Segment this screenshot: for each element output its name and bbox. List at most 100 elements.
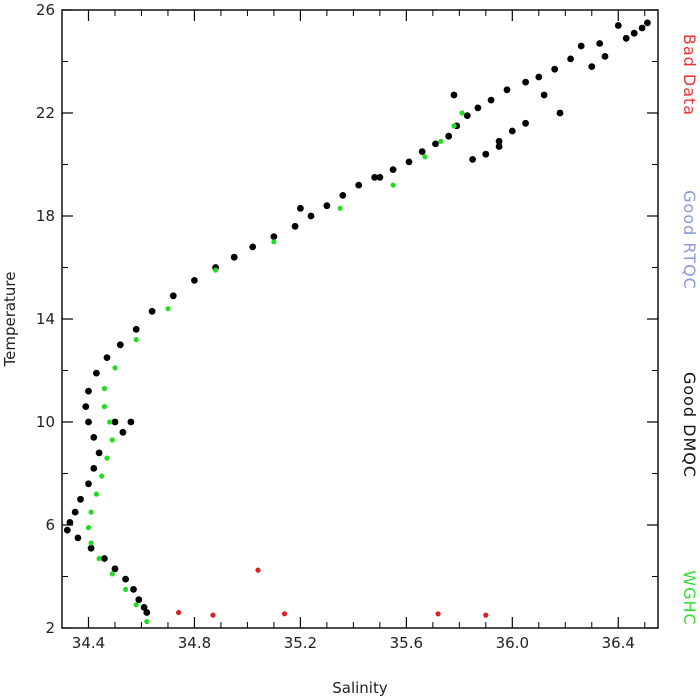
wghc-point-0 — [144, 619, 150, 625]
wghc-point-15 — [112, 365, 118, 371]
wghc-point-24 — [451, 123, 457, 129]
bad-data-point-4 — [435, 611, 441, 617]
good-dmqc-point-21 — [371, 174, 378, 181]
good-dmqc-point-36 — [103, 354, 111, 361]
good-dmqc-point-69 — [127, 418, 135, 426]
good-dmqc-point-47 — [66, 519, 74, 526]
plot-frame — [61, 9, 659, 629]
x-tick-label: 36.0 — [496, 634, 529, 652]
good-dmqc-point-37 — [93, 369, 100, 377]
good-dmqc-point-61 — [508, 127, 516, 135]
good-dmqc-point-52 — [111, 565, 119, 573]
wghc-point-12 — [107, 419, 113, 425]
wghc-point-4 — [96, 555, 102, 562]
wghc-point-25 — [459, 110, 465, 116]
wghc-point-9 — [99, 473, 105, 479]
good-dmqc-point-62 — [482, 150, 490, 158]
good-dmqc-point-8 — [551, 65, 559, 73]
wghc-point-21 — [390, 182, 396, 188]
good-dmqc-point-32 — [169, 292, 177, 300]
y-tick-label: 18 — [36, 207, 55, 225]
x-axis-title: Salinity — [332, 679, 388, 697]
good-dmqc-point-18 — [418, 148, 426, 156]
good-dmqc-point-19 — [405, 158, 413, 166]
wghc-point-5 — [88, 540, 94, 546]
good-dmqc-point-29 — [230, 253, 238, 261]
good-dmqc-point-11 — [503, 86, 511, 94]
y-tick-label: 2 — [45, 619, 55, 637]
good-dmqc-point-60 — [495, 137, 503, 145]
good-dmqc-point-7 — [567, 55, 574, 63]
x-tick-label: 34.8 — [178, 634, 211, 652]
good-dmqc-point-71 — [376, 174, 384, 181]
good-dmqc-point-64 — [450, 91, 458, 99]
wghc-point-20 — [337, 205, 343, 211]
wghc-point-2 — [123, 586, 129, 593]
good-dmqc-point-27 — [270, 233, 278, 241]
good-dmqc-point-2 — [630, 29, 638, 37]
wghc-point-10 — [104, 455, 110, 461]
y-tick-label: 10 — [36, 413, 55, 431]
bad-data-point-3 — [281, 611, 288, 617]
wghc-point-17 — [165, 306, 171, 312]
wghc-point-1 — [133, 602, 139, 608]
good-dmqc-point-6 — [577, 42, 585, 50]
good-dmqc-point-24 — [323, 202, 331, 210]
good-dmqc-point-31 — [191, 277, 198, 284]
wghc-point-14 — [101, 385, 107, 392]
good-dmqc-point-70 — [297, 204, 304, 212]
x-tick-label: 36.4 — [602, 634, 635, 652]
good-dmqc-point-67 — [111, 418, 119, 426]
good-dmqc-point-12 — [487, 96, 495, 104]
good-dmqc-point-10 — [522, 78, 529, 86]
good-dmqc-point-4 — [614, 22, 622, 29]
wghc-point-6 — [85, 525, 92, 531]
good-dmqc-point-72 — [469, 156, 476, 163]
y-tick-label: 26 — [36, 1, 55, 19]
good-dmqc-point-5 — [596, 40, 604, 47]
good-dmqc-point-58 — [556, 109, 564, 117]
legend-label-good-rtqc: Good RTQC — [680, 190, 699, 290]
good-dmqc-point-40 — [85, 418, 92, 426]
y-axis-title: Temperature — [1, 271, 19, 367]
good-dmqc-point-9 — [535, 73, 543, 81]
good-dmqc-point-59 — [522, 119, 529, 127]
good-dmqc-point-42 — [95, 449, 103, 457]
wghc-point-8 — [93, 491, 99, 497]
good-dmqc-point-3 — [622, 34, 630, 42]
good-dmqc-point-68 — [119, 428, 127, 436]
y-tick-label: 6 — [45, 516, 55, 534]
good-dmqc-point-55 — [135, 596, 143, 604]
scatter-points — [63, 19, 651, 625]
good-dmqc-point-65 — [588, 63, 596, 70]
good-dmqc-point-56 — [140, 604, 148, 611]
good-dmqc-point-34 — [132, 325, 140, 333]
good-dmqc-point-51 — [101, 555, 108, 562]
x-tick-labels: 34.4 34.8 35.2 35.6 36.0 36.4 — [72, 634, 635, 652]
bad-data-point-1 — [210, 612, 216, 618]
good-dmqc-point-48 — [63, 526, 71, 534]
good-dmqc-point-35 — [116, 341, 124, 349]
good-dmqc-point-57 — [143, 609, 151, 616]
good-dmqc-point-43 — [90, 465, 98, 472]
y-tick-label: 14 — [36, 310, 55, 328]
good-dmqc-point-14 — [463, 112, 471, 119]
good-dmqc-point-26 — [291, 222, 299, 230]
legend: Bad Data Good RTQC Good DMQC WGHC — [680, 34, 699, 626]
good-dmqc-point-39 — [82, 403, 90, 410]
good-dmqc-point-28 — [249, 243, 257, 251]
good-dmqc-point-54 — [130, 586, 137, 593]
bad-data-point-2 — [255, 567, 261, 573]
good-dmqc-point-20 — [389, 166, 397, 174]
good-dmqc-point-41 — [90, 434, 98, 441]
good-dmqc-point-22 — [355, 181, 363, 189]
plot-border — [61, 9, 659, 629]
wghc-point-7 — [88, 509, 94, 515]
good-dmqc-point-13 — [474, 104, 482, 112]
y-tick-label: 22 — [36, 104, 55, 122]
good-dmqc-point-45 — [77, 495, 84, 503]
wghc-point-3 — [109, 571, 115, 577]
wghc-point-22 — [422, 154, 428, 160]
